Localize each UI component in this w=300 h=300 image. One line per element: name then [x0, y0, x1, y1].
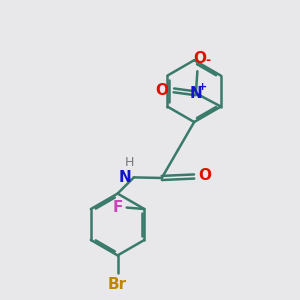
Text: O: O: [193, 51, 206, 66]
Text: F: F: [113, 200, 123, 215]
Text: +: +: [198, 82, 207, 92]
Text: O: O: [155, 83, 169, 98]
Text: N: N: [119, 170, 131, 185]
Text: N: N: [190, 86, 202, 101]
Text: Br: Br: [108, 277, 127, 292]
Text: H: H: [125, 155, 134, 169]
Text: O: O: [199, 168, 212, 183]
Text: -: -: [205, 53, 210, 67]
